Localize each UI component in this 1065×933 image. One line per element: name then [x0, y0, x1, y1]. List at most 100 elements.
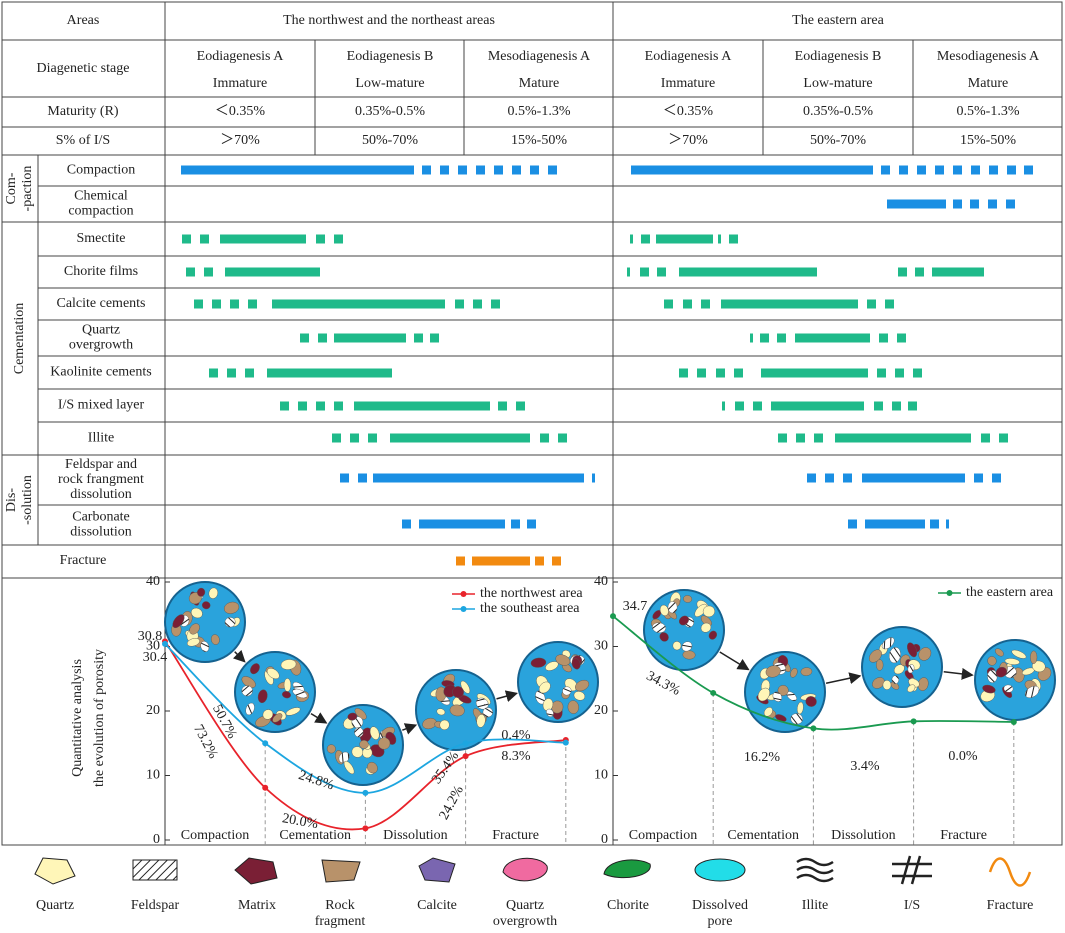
- key-label: Fracture: [987, 898, 1034, 913]
- grain: [652, 622, 666, 633]
- grain: [224, 617, 236, 628]
- grain: [343, 760, 355, 775]
- stage-bar: [390, 433, 530, 443]
- stage-bar: [908, 401, 917, 411]
- process-label: Calcite cements: [56, 296, 145, 311]
- legend-marker: [460, 606, 467, 612]
- stage-bar: [656, 234, 713, 244]
- stage-bar: [512, 165, 521, 175]
- stage-bar: [932, 267, 984, 277]
- grain: [1031, 660, 1046, 673]
- stage-bar: [316, 234, 325, 244]
- stage-bar: [472, 556, 530, 566]
- stage-bar: [209, 368, 218, 378]
- key-icon: [796, 865, 834, 875]
- point: [262, 784, 269, 791]
- stage-bar: [280, 401, 289, 411]
- loss-label: 0.4%: [501, 728, 531, 743]
- stage-bar: [516, 401, 525, 411]
- stage-bar: [892, 401, 901, 411]
- stage-label: Compaction: [181, 828, 249, 843]
- stage-bar: [1006, 199, 1015, 209]
- maturity-stage: Immature: [661, 76, 715, 91]
- grain: [907, 664, 915, 674]
- stage-bar: [917, 165, 926, 175]
- process-label: rock frangment: [58, 472, 144, 487]
- stage-bar: [592, 473, 595, 483]
- stage-bar: [456, 556, 465, 566]
- grain: [280, 659, 297, 670]
- stage-bar: [527, 519, 536, 529]
- grain: [790, 713, 803, 725]
- stage-bar: [402, 519, 411, 529]
- grain: [449, 704, 465, 717]
- point: [910, 718, 917, 725]
- process-label: Smectite: [77, 231, 126, 246]
- stage-bar: [182, 234, 191, 244]
- grain: [868, 649, 882, 663]
- stage-bar: [318, 333, 327, 343]
- key-label: Dissolved: [692, 898, 748, 913]
- stage-bar: [230, 299, 239, 309]
- grain: [223, 601, 240, 614]
- grain: [757, 687, 770, 702]
- grain: [189, 623, 200, 635]
- stage-bar: [334, 401, 343, 411]
- stage-bar: [843, 473, 852, 483]
- stage-bar: [722, 401, 725, 411]
- grain: [535, 690, 546, 705]
- stage-label: Dissolution: [383, 828, 448, 843]
- stage-label: Cementation: [727, 828, 799, 843]
- stage-bar: [212, 299, 221, 309]
- stage-bar: [679, 368, 688, 378]
- stage-bar: [300, 333, 309, 343]
- stage-bar: [701, 299, 710, 309]
- grain: [186, 638, 200, 647]
- grain: [700, 622, 712, 633]
- key-label: Matrix: [238, 898, 276, 913]
- start-value: 34.7: [623, 599, 648, 614]
- area-title: The northwest and the northeast areas: [283, 13, 495, 28]
- process-label: Illite: [88, 431, 114, 446]
- stage-bar: [771, 401, 864, 411]
- key-icon: [418, 857, 456, 883]
- process-label: Carbonate: [72, 510, 130, 525]
- stage-bar: [825, 473, 834, 483]
- grain: [876, 659, 884, 671]
- stage-bar: [298, 401, 307, 411]
- key-label: Quartz: [36, 898, 74, 913]
- legend-marker: [460, 591, 467, 597]
- grain: [907, 684, 916, 693]
- legend-label: the northwest area: [480, 586, 583, 601]
- key-icon: [502, 857, 548, 882]
- process-label: Chorite films: [64, 264, 138, 279]
- y-axis-label: the evolution of porosity: [92, 649, 107, 787]
- stage-label: Compaction: [629, 828, 697, 843]
- process-label: I/S mixed layer: [58, 398, 145, 413]
- stage-bar: [181, 165, 414, 175]
- thin-section: [164, 581, 246, 663]
- stage-bar: [511, 519, 520, 529]
- stage-bar: [761, 368, 868, 378]
- stage: Eodiagenesis B: [347, 49, 434, 64]
- stage-bar: [988, 199, 997, 209]
- stage-bar: [186, 267, 195, 277]
- grain: [672, 641, 682, 651]
- stage-bar: [530, 165, 539, 175]
- maturity: 0.35%-0.5%: [355, 104, 425, 119]
- maturity: 0.5%-1.3%: [508, 104, 571, 119]
- maturity: 0.35%-0.5%: [803, 104, 873, 119]
- group-label: Com-: [4, 172, 19, 204]
- stage: Mesodiagenesis A: [937, 49, 1040, 64]
- stage-bar: [334, 333, 406, 343]
- grain: [1004, 658, 1020, 665]
- stage-bar: [734, 368, 743, 378]
- grain: [777, 685, 789, 696]
- key-label: Rock: [325, 898, 355, 913]
- y-tick-label: 0: [601, 832, 608, 847]
- maturity-stage: Low-mature: [355, 76, 424, 91]
- grain: [573, 691, 586, 701]
- grain: [347, 712, 358, 721]
- grain: [562, 686, 572, 696]
- grain: [772, 691, 782, 702]
